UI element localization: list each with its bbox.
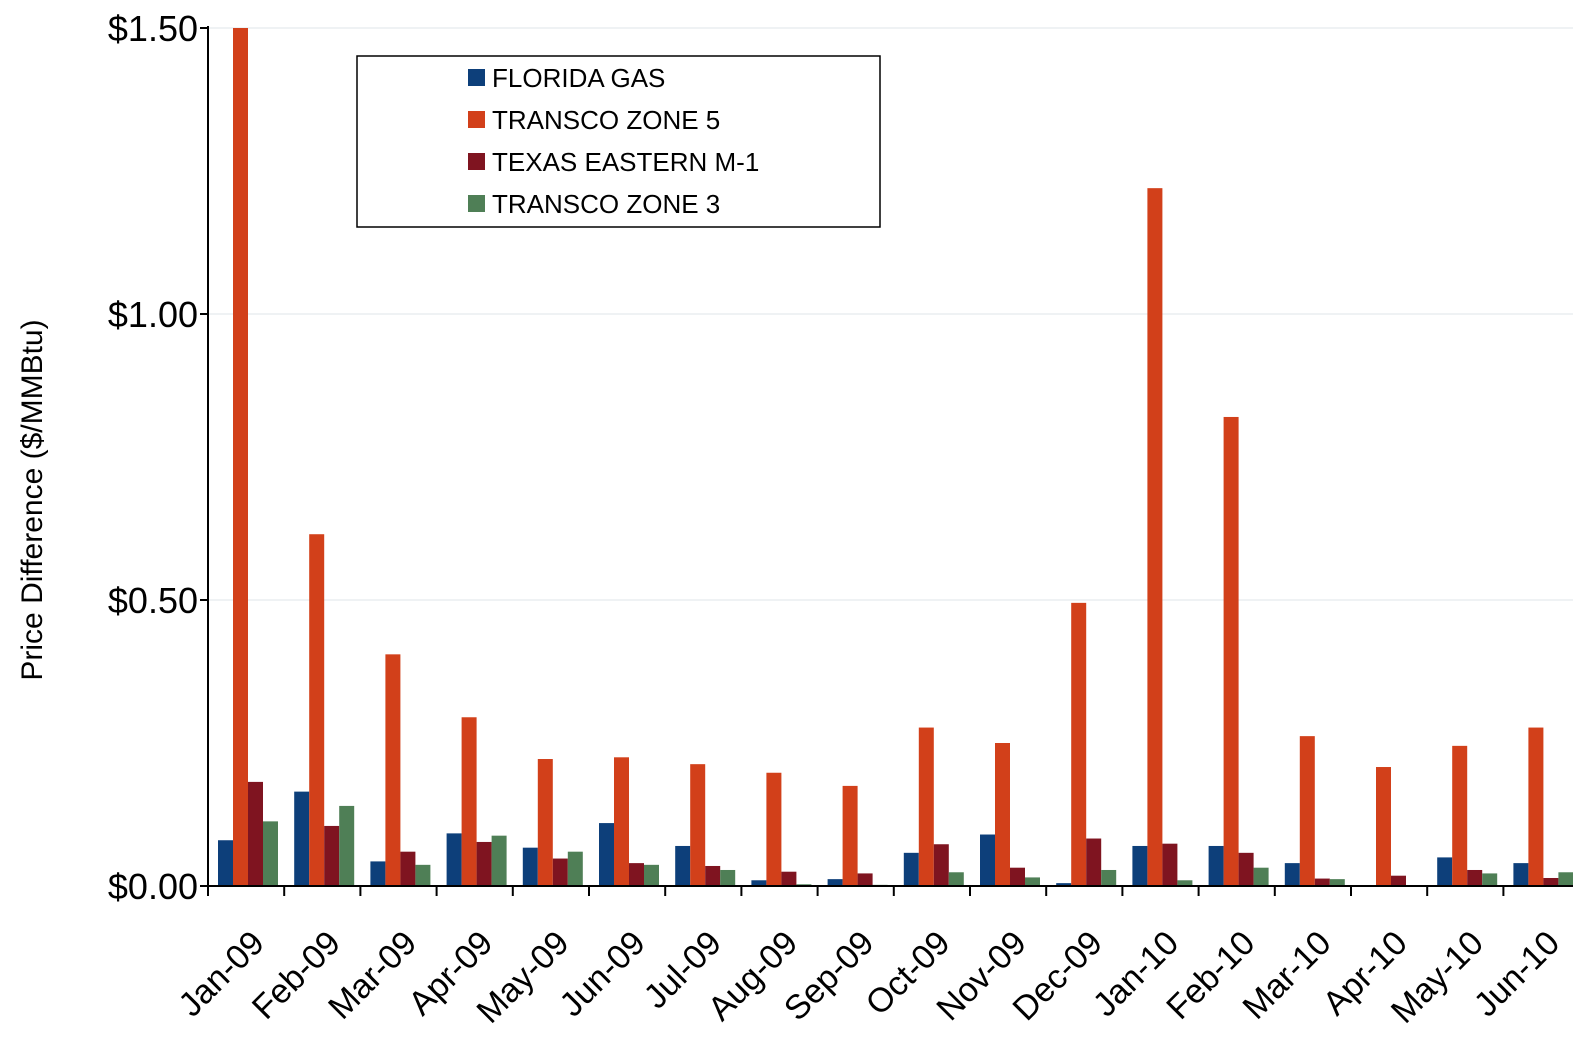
bar-transco-zone-3-jan-10: [1177, 880, 1193, 886]
y-axis-label: Price Difference ($/MMBtu): [16, 319, 49, 680]
bar-transco-zone-3-jun-10: [1558, 872, 1573, 886]
bar-florida-gas-jan-09: [218, 840, 233, 886]
legend-swatch: [468, 69, 485, 86]
legend-label: FLORIDA GAS: [492, 63, 665, 93]
bar-transco-zone-5-jan-10: [1147, 188, 1163, 886]
legend: FLORIDA GAS TRANSCO ZONE 5 TEXAS EASTERN M…: [356, 55, 881, 228]
bar-texas-eastern-m-1-jan-10: [1162, 843, 1178, 886]
bar-transco-zone-5-jun-10: [1528, 727, 1544, 886]
bar-transco-zone-5-may-10: [1452, 745, 1468, 886]
x-tick-labels: Jan-09Feb-09Mar-09Apr-09May-09Jun-09Jul-…: [171, 886, 1567, 1031]
bar-florida-gas-feb-10: [1208, 845, 1224, 886]
y-tick-label: $1.00: [108, 294, 198, 335]
bar-florida-gas-sep-09: [827, 879, 843, 886]
legend-box: [356, 55, 881, 228]
bar-transco-zone-3-mar-09: [415, 864, 431, 886]
bar-florida-gas-nov-09: [980, 834, 995, 886]
bar-texas-eastern-m-1-apr-09: [476, 841, 492, 886]
bar-transco-zone-5-sep-09: [842, 785, 858, 886]
bar-florida-gas-jun-10: [1513, 863, 1529, 886]
bar-texas-eastern-m-1-mar-09: [400, 851, 416, 886]
legend-label: TRANSCO ZONE 5: [492, 105, 720, 135]
bar-transco-zone-5-aug-09: [766, 772, 782, 886]
bar-transco-zone-5-dec-09: [1071, 602, 1087, 886]
bar-transco-zone-5-mar-10: [1299, 736, 1315, 886]
x-tick-label: Mar-09: [321, 924, 424, 1027]
bar-transco-zone-5-feb-10: [1223, 416, 1239, 886]
bar-transco-zone-5-oct-09: [918, 727, 934, 886]
gridlines: [208, 27, 1573, 601]
bar-florida-gas-apr-09: [446, 833, 462, 886]
bar-florida-gas-dec-09: [1056, 883, 1072, 886]
bar-transco-zone-3-jul-09: [720, 869, 736, 886]
bar-texas-eastern-m-1-jun-10: [1543, 877, 1559, 886]
bar-florida-gas-feb-09: [294, 791, 310, 886]
bar-texas-eastern-m-1-mar-10: [1314, 878, 1330, 886]
bar-florida-gas-aug-09: [751, 880, 767, 886]
y-tick-label: $0.50: [108, 580, 198, 621]
bar-transco-zone-5-apr-09: [461, 717, 477, 886]
bar-transco-zone-3-oct-09: [948, 872, 964, 886]
bar-florida-gas-may-09: [522, 847, 538, 886]
bar-texas-eastern-m-1-nov-09: [1010, 867, 1025, 886]
bar-texas-eastern-m-1-jun-09: [629, 863, 644, 886]
bar-transco-zone-5-feb-09: [309, 534, 325, 886]
bar-texas-eastern-m-1-feb-10: [1238, 852, 1254, 886]
y-tick-labels: $0.00 $0.50 $1.00 $1.50: [108, 8, 208, 907]
bar-transco-zone-5-jan-09: [233, 28, 248, 886]
bar-florida-gas-may-10: [1437, 857, 1453, 886]
bar-florida-gas-mar-10: [1284, 863, 1300, 886]
bar-transco-zone-5-jun-09: [614, 757, 629, 886]
x-tick-label: Jun-09: [552, 924, 652, 1024]
bar-florida-gas-oct-09: [903, 852, 919, 886]
bar-transco-zone-3-mar-10: [1329, 879, 1345, 886]
bar-texas-eastern-m-1-feb-09: [324, 825, 340, 886]
legend-swatch: [468, 111, 485, 128]
bar-florida-gas-jul-09: [675, 845, 691, 886]
bar-transco-zone-5-may-09: [537, 759, 553, 886]
bar-florida-gas-jun-09: [599, 823, 614, 886]
bar-transco-zone-3-jan-09: [263, 821, 278, 886]
bar-texas-eastern-m-1-jul-09: [705, 865, 721, 886]
bar-texas-eastern-m-1-dec-09: [1086, 838, 1102, 886]
bars: [218, 28, 1573, 886]
bar-transco-zone-3-feb-09: [339, 805, 355, 886]
bar-florida-gas-mar-09: [370, 861, 386, 886]
x-tick-label: Mar-10: [1236, 924, 1339, 1027]
y-tick-label: $1.50: [108, 8, 198, 49]
bar-texas-eastern-m-1-sep-09: [857, 873, 873, 886]
legend-swatch: [468, 153, 485, 170]
x-tick-label: Jun-10: [1467, 924, 1567, 1024]
bar-texas-eastern-m-1-may-10: [1467, 869, 1483, 886]
bar-texas-eastern-m-1-jan-09: [248, 781, 263, 886]
bar-texas-eastern-m-1-aug-09: [781, 871, 797, 886]
axes: [207, 26, 1573, 887]
legend-swatch: [468, 195, 485, 212]
bar-transco-zone-3-apr-09: [491, 835, 507, 886]
bar-florida-gas-jan-10: [1132, 845, 1148, 886]
bar-texas-eastern-m-1-oct-09: [933, 844, 949, 886]
bar-transco-zone-3-feb-10: [1253, 867, 1269, 886]
bar-transco-zone-5-mar-09: [385, 654, 401, 886]
bar-transco-zone-5-jul-09: [690, 764, 706, 886]
bar-transco-zone-5-nov-09: [995, 743, 1010, 886]
legend-label: TRANSCO ZONE 3: [492, 189, 720, 219]
bar-transco-zone-3-may-09: [567, 851, 583, 886]
bar-transco-zone-5-apr-10: [1376, 767, 1391, 886]
bar-transco-zone-3-dec-09: [1101, 869, 1117, 886]
bar-transco-zone-3-may-10: [1482, 873, 1498, 886]
bar-transco-zone-3-jun-09: [644, 864, 659, 886]
y-tick-label: $0.00: [108, 866, 198, 907]
legend-label: TEXAS EASTERN M-1: [492, 147, 759, 177]
bar-transco-zone-3-nov-09: [1025, 877, 1040, 886]
bar-texas-eastern-m-1-apr-10: [1391, 875, 1406, 886]
bar-texas-eastern-m-1-may-09: [552, 858, 568, 886]
